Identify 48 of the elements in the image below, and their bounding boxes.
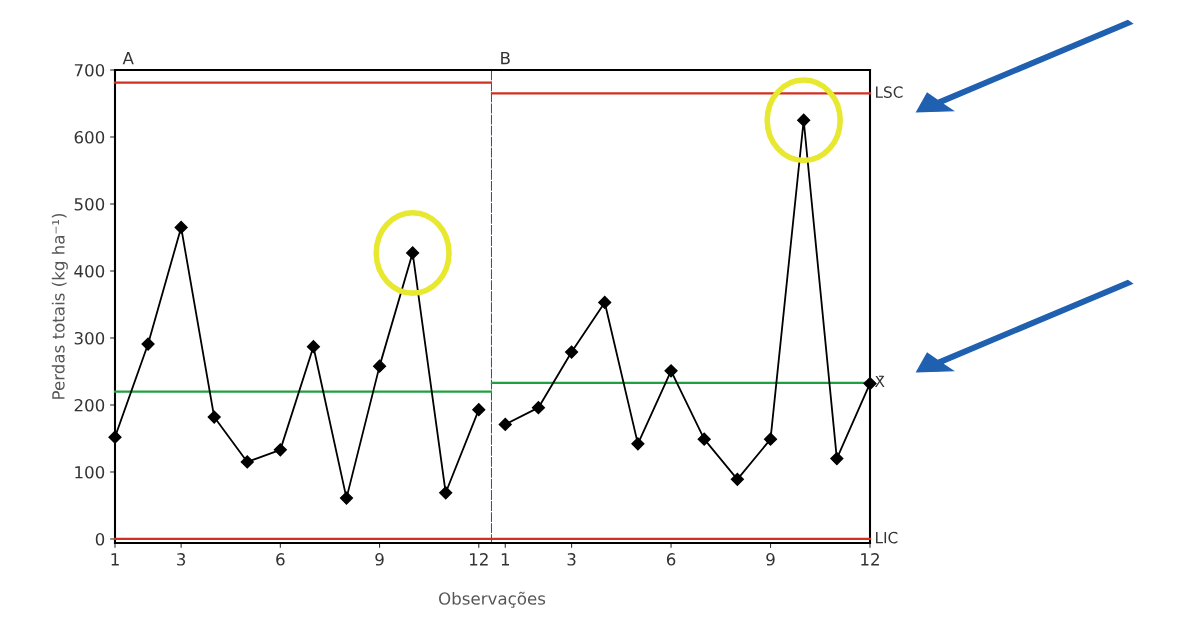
point (697, 432, 711, 446)
x-tick-label: 3 (177, 553, 186, 566)
point (306, 340, 321, 354)
point (664, 364, 678, 378)
y-tick-label: 500 (74, 197, 105, 211)
y-tick-label: 100 (75, 465, 105, 479)
point (564, 345, 579, 359)
x-tick-label: 9 (375, 553, 384, 566)
point (240, 455, 254, 469)
x-tick-label: 12 (861, 553, 879, 566)
x-tick-label: 1 (501, 553, 510, 566)
point (372, 359, 387, 373)
point (141, 337, 155, 351)
y-axis-title: Perdas totais (kg ha⁻¹) (51, 213, 68, 399)
point (598, 295, 612, 310)
y-tick-label: 600 (74, 130, 105, 144)
y-tick-label: 700 (74, 63, 105, 77)
point (273, 443, 287, 457)
y-tick-label: 200 (74, 398, 105, 412)
y-tick-label: 0 (95, 532, 105, 546)
point (730, 472, 744, 486)
point (174, 220, 188, 235)
x-tick-label: 12 (470, 553, 488, 566)
x-tick-label: 6 (666, 553, 676, 566)
x-tick-label: 3 (567, 553, 576, 566)
point (108, 430, 122, 444)
point (830, 451, 844, 466)
point (797, 113, 811, 127)
ref-line-label: X̄ (874, 375, 885, 388)
point (631, 437, 645, 451)
point (763, 432, 778, 446)
x-tick-label: 6 (276, 553, 285, 566)
point (406, 246, 420, 260)
x-tick-label: 9 (766, 553, 775, 566)
x-axis-title: Observações (439, 591, 546, 608)
chart-title: A (122, 52, 134, 65)
chart-title: B (501, 52, 510, 65)
point (339, 491, 354, 505)
point (531, 401, 546, 415)
ref-line-label: LSC (876, 86, 903, 98)
y-tick-label: 400 (74, 264, 105, 278)
ref-line-label: LIC (876, 531, 898, 544)
point (472, 403, 486, 417)
point (498, 417, 512, 432)
point (439, 486, 453, 500)
y-tick-label: 300 (74, 331, 105, 345)
x-tick-label: 1 (111, 553, 119, 566)
point (207, 410, 221, 424)
